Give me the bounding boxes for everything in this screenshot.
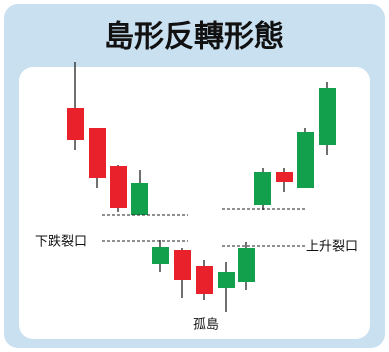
- candle: [110, 166, 127, 208]
- candle: [319, 88, 336, 145]
- candle: [218, 272, 235, 288]
- down-gap-label: 下跌裂口: [35, 234, 87, 250]
- candle: [67, 108, 84, 140]
- island-label: 孤島: [193, 318, 219, 333]
- inner-panel: [19, 67, 370, 339]
- candle: [254, 172, 271, 205]
- candle: [89, 128, 106, 178]
- up-gap-label: 上升裂口: [306, 240, 358, 255]
- candle: [152, 247, 169, 264]
- candle: [174, 250, 191, 280]
- candle: [196, 266, 213, 294]
- candle: [238, 248, 255, 282]
- title: 島形反轉形態: [104, 20, 284, 55]
- candle: [276, 172, 293, 182]
- candles: [67, 62, 336, 312]
- candle: [131, 183, 148, 215]
- candle: [297, 132, 314, 188]
